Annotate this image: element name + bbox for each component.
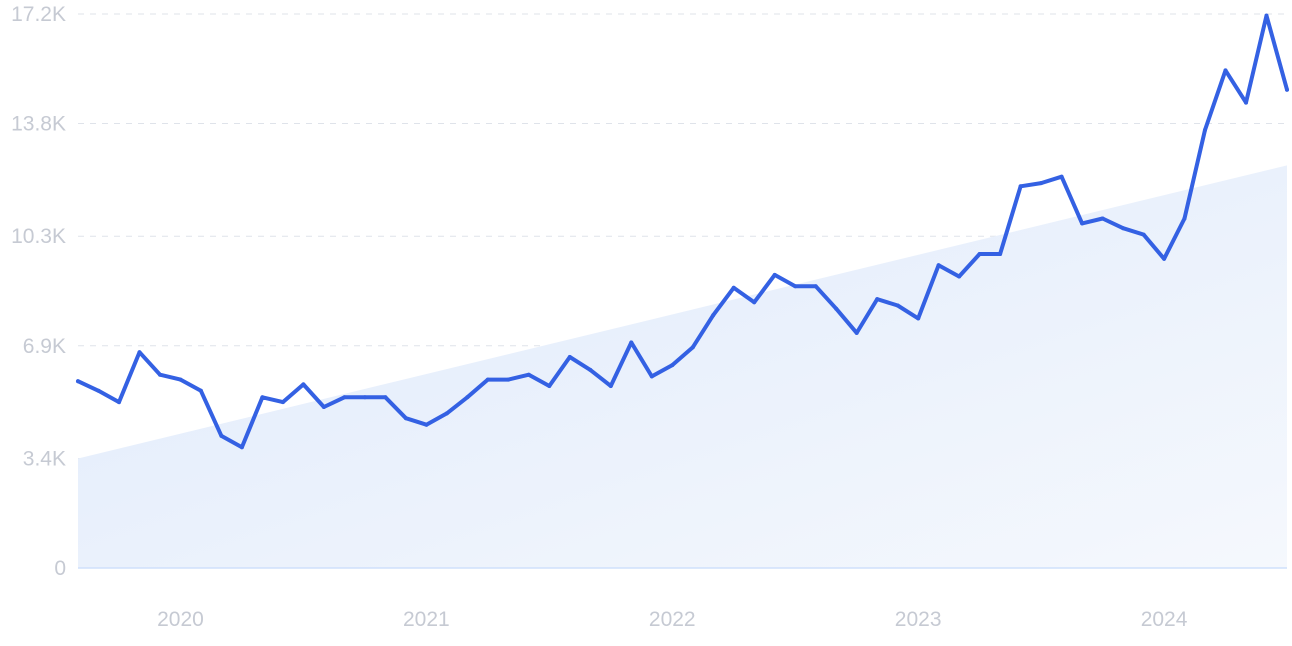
x-tick-label: 2020 [157, 608, 204, 631]
data-point [588, 367, 593, 372]
data-point [506, 377, 511, 382]
data-point [444, 411, 449, 416]
data-point [1264, 13, 1269, 18]
data-point [629, 340, 634, 345]
x-tick-label: 2022 [649, 608, 696, 631]
data-point [752, 300, 757, 305]
data-point [1059, 174, 1064, 179]
data-point [1039, 181, 1044, 186]
trend-area [78, 165, 1287, 569]
data-point [1080, 221, 1085, 226]
data-point [1203, 128, 1207, 132]
data-point [342, 395, 347, 400]
data-point [219, 433, 224, 438]
data-point [362, 395, 367, 400]
data-point [465, 395, 470, 400]
series-layer [76, 13, 1289, 450]
data-point [117, 400, 121, 405]
data-point [895, 303, 900, 308]
data-point [280, 400, 285, 405]
data-point [916, 316, 921, 321]
data-point [526, 372, 531, 377]
y-tick-label: 6.9K [23, 335, 66, 358]
data-point [998, 252, 1003, 256]
data-point [875, 297, 880, 302]
data-point [403, 416, 408, 421]
data-point [321, 405, 326, 409]
data-point [158, 372, 162, 377]
data-point [547, 384, 552, 388]
data-point [137, 350, 142, 355]
data-point [1121, 226, 1126, 231]
data-point [1018, 184, 1023, 189]
data-point [178, 377, 183, 382]
data-point [854, 330, 859, 335]
y-axis: 0 3.4K 6.9K 10.3K 13.8K 17.2K [11, 3, 66, 580]
data-point [711, 313, 716, 318]
x-axis: 2020 2021 2022 2023 2024 [157, 608, 1188, 631]
data-point [1244, 100, 1248, 105]
data-point [690, 345, 695, 350]
data-point [424, 422, 429, 427]
data-point [793, 284, 798, 289]
x-tick-label: 2023 [895, 608, 942, 631]
data-point [608, 384, 613, 388]
data-point [977, 252, 982, 256]
data-point [649, 374, 654, 379]
y-tick-label: 0 [54, 557, 66, 580]
data-point [567, 355, 572, 359]
data-point [957, 274, 962, 279]
data-point [76, 379, 80, 384]
data-point [834, 306, 839, 311]
y-tick-label: 13.8K [11, 113, 66, 136]
x-tick-label: 2024 [1141, 608, 1188, 631]
data-point [731, 285, 736, 290]
y-tick-label: 3.4K [23, 447, 66, 470]
data-point [301, 382, 306, 387]
data-point [1285, 87, 1289, 92]
trend-area-fill [78, 165, 1287, 568]
data-point [239, 445, 244, 450]
data-point [260, 395, 265, 400]
data-point [813, 284, 818, 289]
data-point [670, 363, 675, 368]
y-tick-label: 10.3K [11, 225, 66, 248]
data-point [1162, 256, 1167, 261]
data-point [198, 388, 203, 393]
x-tick-label: 2021 [403, 608, 450, 631]
data-point [485, 377, 490, 382]
series-line [76, 13, 1289, 450]
data-point [383, 395, 388, 400]
y-tick-label: 17.2K [11, 3, 66, 26]
data-point [1223, 68, 1228, 73]
data-point [1182, 216, 1187, 221]
data-point [772, 272, 777, 277]
data-point [96, 388, 101, 393]
data-point [1100, 216, 1105, 221]
data-point [936, 263, 941, 268]
data-point [1141, 232, 1146, 237]
